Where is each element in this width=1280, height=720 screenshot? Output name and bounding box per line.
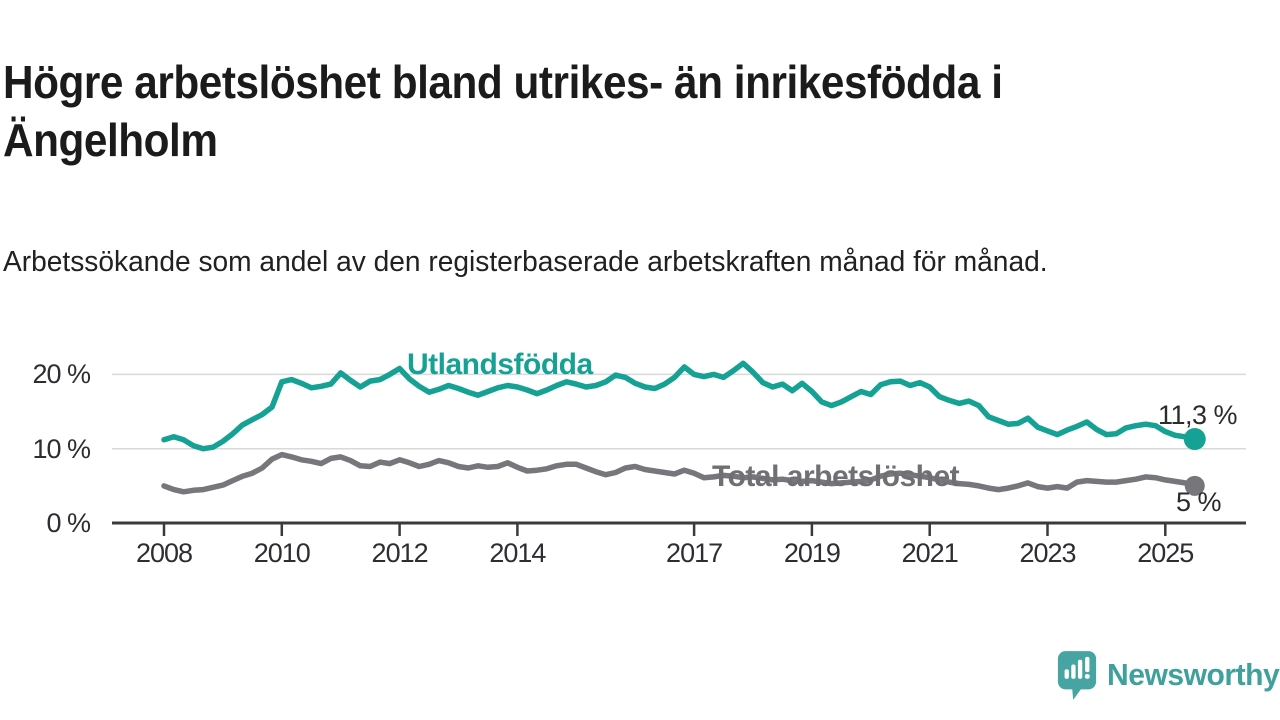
bar-large [1077,659,1083,679]
end-value-label-utlandsfodda: 11,3 % [1158,400,1238,430]
series-end-dot-0 [1183,428,1206,451]
series-label-total-arbetsloshet: Total arbetslöshet [712,460,960,493]
series-label-utlandsfodda: Utlandsfödda [407,348,593,381]
speech-bubble-shape [1057,651,1097,700]
x-tick-label: 2012 [371,538,429,568]
y-tick-label: 0 % [46,508,91,538]
series-line-0 [161,360,1198,452]
y-tick-label: 10 % [32,433,91,464]
exclamation-dot [1084,673,1090,679]
x-tick-label: 2019 [783,538,841,568]
x-tick-label: 2025 [1137,538,1194,568]
end-value-label-total: 5 % [1176,487,1222,517]
x-tick-label: 2014 [489,538,546,568]
newsworthy-logo-icon [1057,651,1097,700]
page-title: Högre arbetslöshet bland utrikes- än inr… [3,55,1003,167]
newsworthy-logo-text: Newsworthy [1107,657,1280,692]
bar-medium [1071,664,1076,679]
bar-small [1064,669,1069,679]
x-tick-label: 2017 [666,538,723,568]
x-tick-label: 2010 [253,538,311,568]
x-tick-label: 2008 [135,538,193,568]
y-tick-label: 20 % [32,359,91,390]
newsworthy-branding: Newsworthy [1056,649,1280,701]
x-tick-label: 2023 [1019,538,1076,568]
series-line-1 [161,451,1198,495]
x-tick-label: 2021 [901,538,959,568]
exclamation-bar [1085,656,1090,673]
chart-description: Arbetssökande som andel av den registerb… [3,246,1048,278]
